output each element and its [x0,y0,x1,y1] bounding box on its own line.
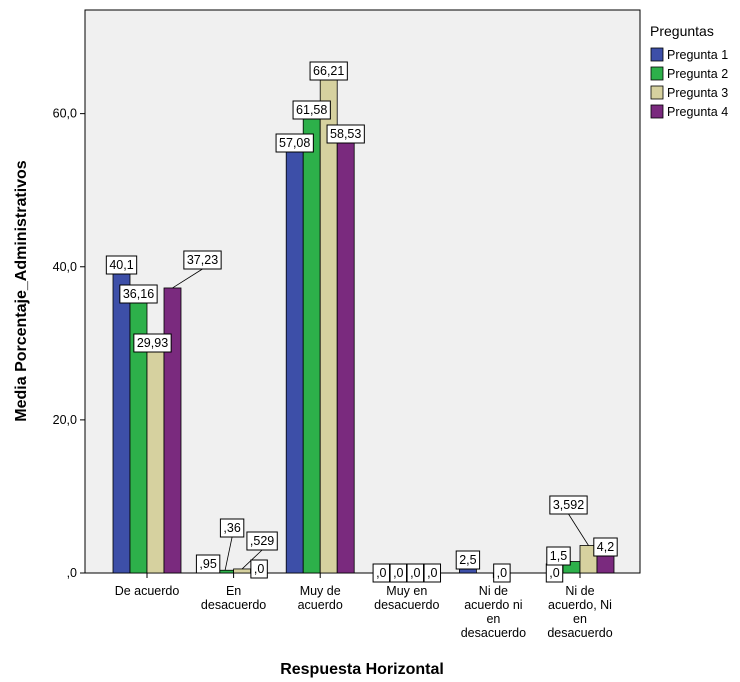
data-label: 61,58 [296,103,327,117]
bar [233,568,252,574]
bar [302,101,321,574]
legend-swatch [650,47,664,62]
data-label: 4,2 [597,540,614,554]
legend-label: Pregunta 2 [667,67,728,81]
x-axis-title: Respuesta Horizontal [280,661,444,678]
data-label-box [133,333,172,353]
data-label: 36,16 [123,287,154,301]
data-label-box [546,546,571,566]
data-label: ,0 [376,566,386,580]
data-label: 3,592 [553,498,584,512]
data-label: 29,93 [137,336,168,350]
bar [146,343,165,574]
data-label-box [326,124,365,144]
legend-swatch [650,85,664,100]
data-label-box [423,563,442,583]
y-tick-label: 20,0 [53,413,77,427]
x-tick-label: De acuerdo [115,584,180,598]
x-tick-label: En desacuerdo [201,584,266,612]
x-tick-label: Muy en desacuerdo [374,584,439,612]
label-connector [568,513,589,546]
data-label-box [246,531,278,551]
data-label-box [455,550,481,570]
data-label-box [593,537,618,557]
x-tick-label: Ni de acuerdo ni en desacuerdo [461,584,526,640]
legend-title: Preguntas [650,23,714,39]
data-label-box [549,495,588,515]
bar [285,135,304,574]
legend-label: Pregunta 3 [667,86,728,100]
x-tick-label: Muy de acuerdo [298,584,343,612]
y-tick-label: ,0 [67,566,77,580]
y-tick-label: 40,0 [53,260,77,274]
data-label-box [105,255,138,275]
label-connector [172,268,203,289]
data-label: 37,23 [187,253,218,267]
data-label: ,0 [497,566,507,580]
bar [336,124,355,574]
data-label-box [183,250,222,270]
label-connector [241,549,263,570]
data-label: 1,5 [550,549,567,563]
data-label-box [372,563,391,583]
data-label: ,0 [549,566,559,580]
data-label-box [275,133,314,153]
data-label-box [219,518,245,538]
data-label: ,0 [254,562,264,576]
data-label: ,95 [199,557,216,571]
data-label: 58,53 [330,127,361,141]
data-label: 40,1 [109,258,133,272]
data-label-box [119,284,158,304]
y-axis-title: Media Porcentaje_Administrativos [13,160,30,422]
data-label: ,0 [393,566,403,580]
label-connector [224,536,233,571]
data-label: ,0 [410,566,420,580]
legend-label: Pregunta 1 [667,48,728,62]
data-label-box [250,559,268,579]
legend-label: Pregunta 4 [667,105,728,119]
data-label: 2,5 [459,553,476,567]
data-label: ,529 [250,534,274,548]
y-tick-label: 60,0 [53,107,77,121]
data-label-box [292,100,331,120]
data-label: 57,08 [279,136,310,150]
bar [163,287,182,574]
legend-swatch [650,66,664,81]
legend-swatch [650,104,664,119]
data-label-box [309,61,348,81]
data-label-box [195,554,221,574]
bar [112,265,131,574]
data-label: 66,21 [313,64,344,78]
data-label: ,0 [427,566,437,580]
x-tick-label: Ni de acuerdo, Ni en desacuerdo [547,584,612,640]
data-label: ,36 [223,521,240,535]
